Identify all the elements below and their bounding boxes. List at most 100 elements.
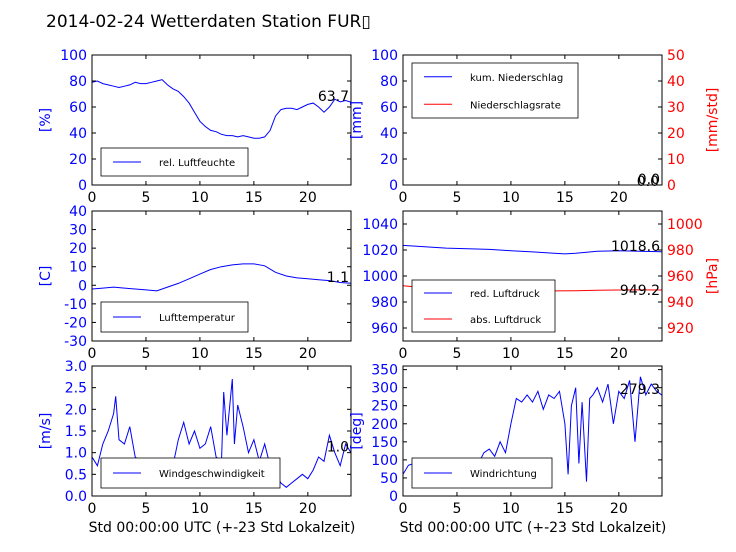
x-tick-label: 5 [452,346,461,362]
y-tick-label-right: 1000 [667,217,703,233]
legend-entry-label: Niederschlagsrate [470,100,561,111]
y-tick-label: 60 [69,100,87,116]
x-tick-label: 5 [452,501,461,517]
legend-entry-label: rel. Luftfeuchte [159,158,235,169]
y-axis-label: [%] [38,108,54,132]
panel-precipitation: 0 5 10 15 20 0 20 40 60 80 100 0 10 20 30 40 50 [mm] [mm/s… [349,48,721,206]
y-tick-label: 1.0 [65,446,87,462]
last-value-label: 1.1 [327,270,349,286]
plot-frame [91,210,352,342]
panel-wind-direction: 0 5 10 15 20050100150200250300350[deg]279.3W… [349,363,663,517]
x-tick-label: 15 [245,501,263,517]
x-tick-label: 5 [141,501,150,517]
y-tick-label: 980 [371,295,398,311]
x-tick-label: 10 [502,190,520,206]
y-tick-label: 0 [389,178,398,194]
y-tick-label: 100 [371,48,398,64]
y-tick-label-right: 920 [667,321,694,337]
y-tick-label-right: 40 [667,74,685,90]
panel-temperature: 0 5 10 15 20 -30 -20 -10 0 10 20 30 40 [C] 1.1 Lufttemp… [38,204,352,362]
panel-pressure: 0 5 10 15 20 960 980 1000 1020 1040 920 940 960 980 10… [362,210,721,362]
y-tick-label: 150 [371,435,398,451]
x-tick-label: 5 [141,346,150,362]
x-tick-label: 5 [141,190,150,206]
panel-humidity: 0 5 10 15 20 0 20 40 60 80 100 [%] 63.7 rel. Luftfeuc… [38,48,352,206]
x-tick-label: 15 [245,346,263,362]
y-tick-label-right: 50 [667,48,685,64]
y-axis-label: [deg] [349,412,365,449]
figure-title: 2014-02-24 Wetterdaten Station FUR▯ [46,12,371,32]
y-tick-label: -10 [64,297,87,313]
y-tick-label: 1040 [362,217,398,233]
x-tick-label: 0 [399,346,408,362]
x-tick-label: 15 [556,346,574,362]
y-tick-label: 50 [380,471,398,487]
x-tick-label: 0 [399,190,408,206]
y-axis-label: [C] [38,266,54,287]
y-tick-label: 100 [60,48,87,64]
y-tick-label-right: 980 [667,243,694,259]
y-tick-label: 30 [69,223,87,239]
legend-entry-label: Windgeschwindigkeit [159,469,265,480]
series-line-temperature-0 [92,263,351,292]
x-tick-label: 20 [610,501,628,517]
y-tick-label: 200 [371,417,398,433]
y-tick-label-right: 30 [667,100,685,116]
y-tick-label: 0 [389,489,398,505]
y-tick-label: 20 [380,152,398,168]
y-tick-label-right: 960 [667,269,694,285]
y-tick-label: 0.0 [65,489,87,505]
x-axis-label-right: Std 00:00:00 UTC (+-23 Std Lokalzeit) [400,520,667,536]
x-tick-label: 0 [399,501,408,517]
x-tick-label: 15 [556,190,574,206]
x-tick-label: 20 [299,346,317,362]
x-tick-label: 5 [452,190,461,206]
y-tick-label: 40 [69,204,87,220]
x-tick-label: 0 [88,501,97,517]
x-tick-label: 20 [299,501,317,517]
x-tick-label: 10 [191,501,209,517]
x-tick-label: 10 [502,501,520,517]
y-tick-label: 3.0 [65,359,87,375]
y-tick-label: 2.0 [65,402,87,418]
legend-box [411,279,556,333]
y-tick-label: 250 [371,399,398,415]
y-tick-label: 1.5 [65,424,87,440]
legend-entry-label: Lufttemperatur [159,313,236,324]
x-tick-label: 15 [245,190,263,206]
y-tick-label: 2.5 [65,381,87,397]
y-tick-label: 0.5 [65,467,87,483]
y-tick-label: 20 [69,241,87,257]
y-axis-label-right: [hPa] [705,258,721,294]
legend-box [411,62,579,119]
y-tick-label-right: 20 [667,126,685,142]
x-tick-label: 0 [88,346,97,362]
y-tick-label: 10 [69,260,87,276]
y-tick-label-right: 10 [667,152,685,168]
y-tick-label: 300 [371,381,398,397]
y-tick-label-right: 0 [667,178,676,194]
y-tick-label: 20 [69,152,87,168]
y-tick-label: 1000 [362,269,398,285]
y-tick-label: -20 [64,315,87,331]
y-tick-label: 60 [380,100,398,116]
y-axis-label: [m/s] [38,413,54,450]
last-value-label: 279.3 [620,382,660,398]
last-value-label: 1.0 [327,440,349,456]
legend-entry-label: red. Luftdruck [470,289,540,300]
y-tick-label-right: 940 [667,295,694,311]
last-value-label: 0.0 [638,172,660,188]
legend-entry-label: Windrichtung [470,469,537,480]
y-tick-label: 1020 [362,243,398,259]
x-tick-label: 20 [610,346,628,362]
legend-box [411,457,553,489]
last-value-label-right: 0.0 [637,174,659,190]
series-line-wind-speed-0 [92,378,351,488]
y-tick-label: 40 [69,126,87,142]
legend-entry-label: kum. Niederschlag [470,73,563,84]
y-axis-label-right: [mm/std] [705,88,721,153]
y-tick-label: 80 [69,74,87,90]
last-value-label-right: 949.2 [620,283,660,299]
